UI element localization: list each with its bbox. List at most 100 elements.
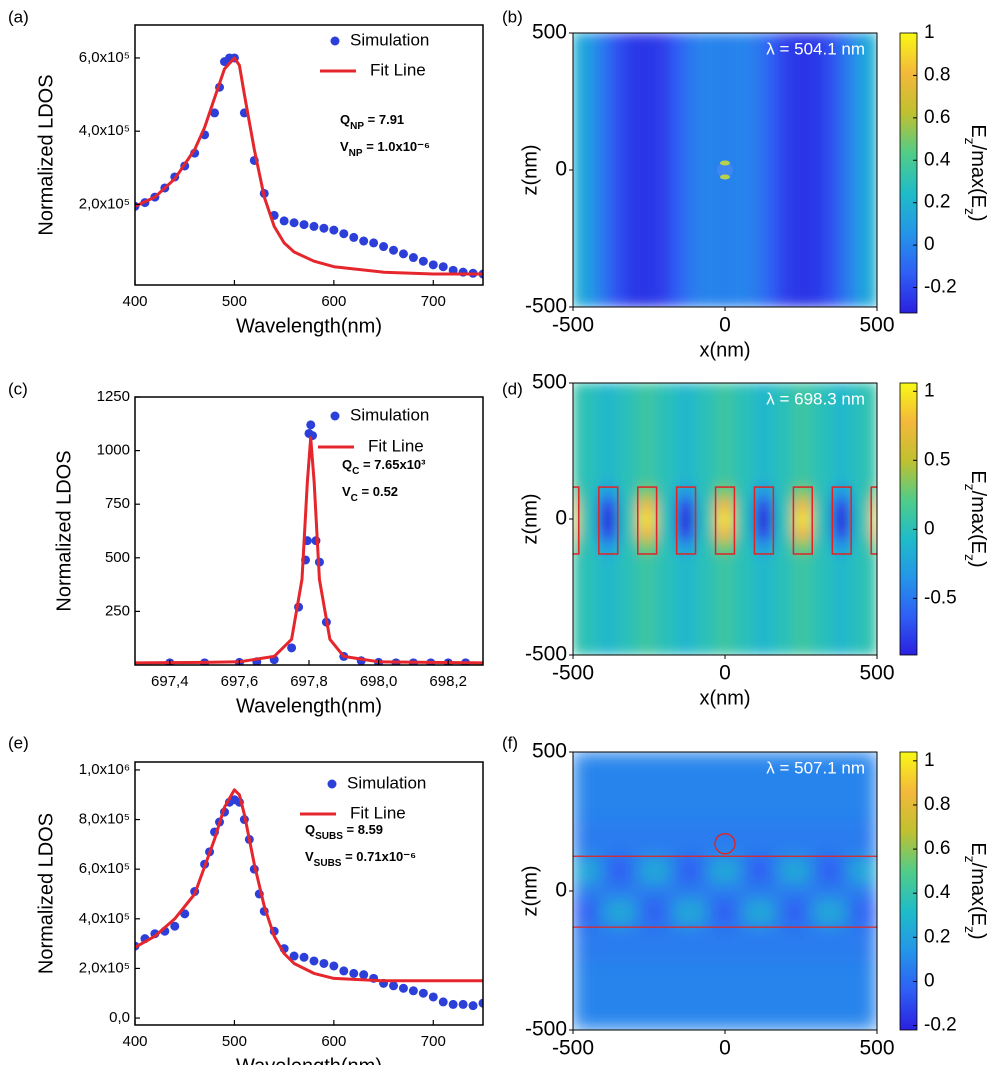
colorbar-label-part: E	[967, 470, 989, 483]
field-cell	[573, 922, 604, 963]
field-cell	[811, 858, 848, 882]
field-area	[573, 383, 877, 655]
field-cell	[707, 880, 743, 902]
data-point	[170, 921, 180, 931]
colorbar	[899, 382, 918, 656]
plot-area	[135, 420, 483, 665]
field-cell	[598, 525, 619, 540]
legend-label: Fit Line	[370, 60, 426, 79]
colorbar-tick-label: 0.6	[924, 107, 950, 128]
field-cell	[598, 552, 619, 655]
legend-marker	[330, 36, 340, 46]
fit-line	[135, 56, 483, 276]
field-cell	[637, 922, 674, 963]
field-cell	[792, 525, 814, 540]
annotation-part: = 7.91	[364, 112, 404, 127]
panel-label: (e)	[8, 733, 29, 752]
data-point	[306, 420, 316, 430]
field-cell	[675, 484, 697, 500]
field-cell	[672, 752, 709, 821]
field-cell	[846, 961, 877, 1030]
field-cell	[707, 752, 743, 821]
field-cell	[625, 33, 642, 307]
hot-spot	[720, 174, 730, 180]
field-area	[573, 752, 877, 1030]
field-cell	[610, 33, 627, 307]
field-cell	[776, 880, 813, 902]
colorbar-tick-label: -0.2	[924, 1015, 957, 1036]
wavelength-label: λ = 698.3 nm	[766, 389, 865, 408]
field-cell	[812, 525, 833, 540]
x-tick-label: 600	[321, 293, 346, 310]
field-cell	[573, 961, 604, 1030]
field-cell	[602, 900, 639, 924]
y-tick-label: 250	[105, 602, 130, 619]
data-point	[299, 220, 309, 230]
y-axis-label: Normalized LDOS	[35, 74, 57, 235]
field-cell	[656, 525, 677, 540]
field-cell	[602, 858, 639, 882]
field-cell	[707, 922, 743, 963]
field-cell	[672, 900, 709, 924]
field-cell	[850, 484, 872, 500]
field-cell	[714, 511, 736, 527]
annotation: VC = 0.52	[342, 484, 398, 504]
data-point	[428, 992, 438, 1002]
wavelength-label: λ = 504.1 nm	[766, 39, 865, 58]
y-tick-label: 500	[532, 740, 567, 763]
plot-area	[135, 788, 483, 1011]
colorbar-label-part: z	[962, 138, 978, 145]
field-cell	[637, 880, 674, 902]
field-cell	[753, 511, 775, 527]
field	[573, 383, 877, 655]
y-tick-label: 1000	[97, 442, 130, 459]
field-cell	[741, 819, 778, 860]
field-cell	[741, 880, 778, 902]
field-cell	[675, 498, 697, 513]
x-tick-label: 500	[222, 1033, 247, 1050]
field-cell	[773, 383, 794, 486]
panel-label: (b)	[502, 7, 523, 26]
field-cell	[831, 538, 852, 554]
data-point	[339, 966, 349, 976]
field-cell	[812, 484, 833, 500]
field-cell	[672, 819, 709, 860]
x-axis-label: Wavelength(nm)	[236, 315, 382, 337]
colorbar-label: Ez/max(Ez)	[962, 124, 988, 221]
field-cell	[776, 752, 813, 821]
field-cell	[672, 880, 709, 902]
field-cell	[578, 525, 600, 540]
field-cell	[656, 552, 677, 655]
field-cell	[831, 498, 852, 513]
y-axis-label: Normalized LDOS	[35, 813, 57, 974]
nanoparticle	[717, 162, 733, 178]
x-tick-label: 400	[122, 293, 147, 310]
colorbar-tick-label: 0.8	[924, 64, 950, 85]
field-cell	[811, 961, 848, 1030]
y-tick-label: -500	[525, 295, 567, 318]
field-cell	[870, 525, 877, 540]
field-cell	[598, 383, 619, 486]
field-cell	[573, 525, 580, 540]
annotation-part: C	[352, 466, 359, 477]
field-cell	[870, 552, 877, 655]
field-cell	[792, 511, 814, 527]
annotation: VNP = 1.0x10⁻⁶	[340, 139, 430, 159]
field-cell	[773, 538, 794, 554]
structure	[717, 160, 733, 180]
annotation: VSUBS = 0.71x10⁻⁶	[305, 849, 416, 869]
y-tick-label: 0	[555, 879, 567, 902]
field-cell	[640, 33, 658, 307]
field-cell	[695, 538, 716, 554]
field-cell	[792, 538, 814, 554]
field-cell	[808, 33, 825, 307]
field-cell	[773, 552, 794, 655]
field-cell	[617, 538, 638, 554]
field-cell	[578, 511, 600, 527]
x-tick-label: 500	[859, 314, 894, 337]
y-axis-label: z(nm)	[519, 493, 541, 544]
field-cell	[573, 858, 604, 882]
data-point	[289, 218, 299, 228]
field	[573, 33, 877, 307]
field-cell	[812, 538, 833, 554]
